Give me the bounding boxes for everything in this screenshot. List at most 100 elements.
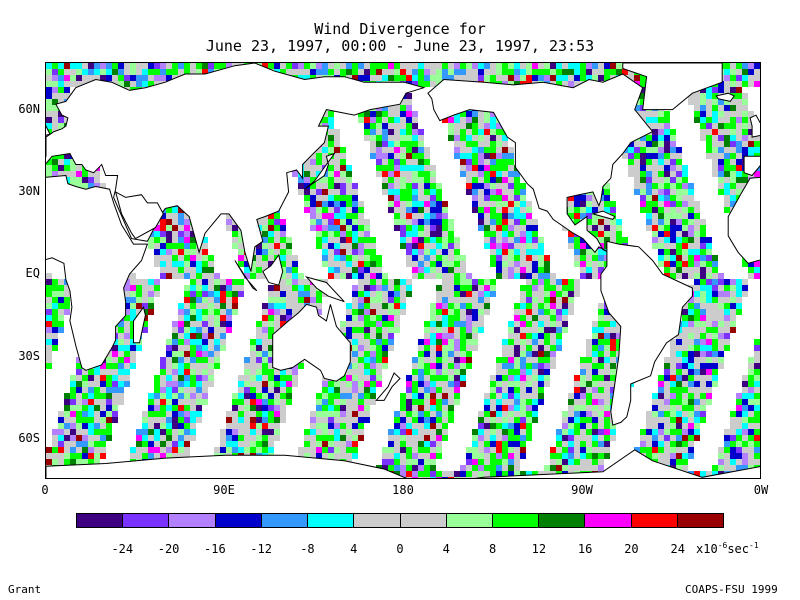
- swath-pixel: [346, 405, 352, 411]
- swath-pixel: [466, 291, 472, 297]
- swath-pixel: [592, 399, 598, 405]
- swath-pixel: [328, 381, 334, 387]
- swath-pixel: [568, 195, 574, 201]
- swath-pixel: [688, 399, 694, 405]
- swath-pixel: [172, 363, 178, 369]
- swath-pixel: [184, 351, 190, 357]
- swath-pixel: [592, 213, 598, 219]
- swath-pixel: [730, 105, 736, 111]
- swath-pixel: [664, 369, 670, 375]
- swath-pixel: [736, 111, 742, 117]
- swath-pixel: [100, 393, 106, 399]
- swath-pixel: [382, 177, 388, 183]
- swath-pixel: [454, 297, 460, 303]
- swath-pixel: [490, 393, 496, 399]
- swath-pixel: [364, 291, 370, 297]
- swath-pixel: [742, 177, 748, 183]
- swath-pixel: [262, 369, 268, 375]
- swath-pixel: [268, 411, 274, 417]
- swath-pixel: [364, 243, 370, 249]
- swath-pixel: [46, 75, 52, 81]
- swath-pixel: [406, 123, 412, 129]
- swath-pixel: [232, 243, 238, 249]
- swath-pixel: [226, 321, 232, 327]
- swath-pixel: [340, 195, 346, 201]
- swath-pixel: [178, 309, 184, 315]
- swath-pixel: [574, 207, 580, 213]
- swath-pixel: [322, 207, 328, 213]
- swath-pixel: [682, 255, 688, 261]
- swath-pixel: [202, 291, 208, 297]
- swath-pixel: [424, 63, 430, 69]
- swath-pixel: [400, 99, 406, 105]
- swath-pixel: [568, 279, 574, 285]
- swath-pixel: [592, 363, 598, 369]
- swath-pixel: [718, 345, 724, 351]
- swath-pixel: [394, 105, 400, 111]
- swath-pixel: [358, 327, 364, 333]
- swath-pixel: [490, 249, 496, 255]
- swath-pixel: [82, 387, 88, 393]
- swath-pixel: [130, 69, 136, 75]
- swath-pixel: [520, 267, 526, 273]
- swath-pixel: [352, 75, 358, 81]
- swath-pixel: [472, 201, 478, 207]
- swath-pixel: [388, 129, 394, 135]
- swath-pixel: [562, 279, 568, 285]
- swath-pixel: [562, 411, 568, 417]
- swath-pixel: [652, 231, 658, 237]
- swath-pixel: [334, 207, 340, 213]
- swath-pixel: [454, 315, 460, 321]
- swath-pixel: [640, 111, 646, 117]
- swath-pixel: [382, 159, 388, 165]
- swath-pixel: [376, 279, 382, 285]
- swath-pixel: [658, 249, 664, 255]
- swath-pixel: [658, 117, 664, 123]
- swath-pixel: [406, 285, 412, 291]
- swath-pixel: [370, 297, 376, 303]
- swath-pixel: [394, 63, 400, 69]
- swath-pixel: [394, 297, 400, 303]
- swath-pixel: [466, 135, 472, 141]
- swath-pixel: [262, 387, 268, 393]
- swath-pixel: [706, 261, 712, 267]
- swath-pixel: [514, 177, 520, 183]
- swath-pixel: [610, 357, 616, 363]
- swath-pixel: [310, 183, 316, 189]
- swath-pixel: [712, 327, 718, 333]
- swath-pixel: [322, 159, 328, 165]
- swath-pixel: [418, 195, 424, 201]
- swath-pixel: [478, 225, 484, 231]
- swath-pixel: [286, 315, 292, 321]
- swath-pixel: [292, 369, 298, 375]
- swath-pixel: [442, 339, 448, 345]
- swath-pixel: [64, 63, 70, 69]
- swath-pixel: [394, 321, 400, 327]
- swath-pixel: [688, 99, 694, 105]
- swath-pixel: [70, 393, 76, 399]
- swath-pixel: [406, 405, 412, 411]
- swath-pixel: [472, 129, 478, 135]
- swath-pixel: [256, 321, 262, 327]
- swath-pixel: [76, 165, 82, 171]
- swath-pixel: [310, 171, 316, 177]
- swath-pixel: [520, 339, 526, 345]
- swath-pixel: [154, 237, 160, 243]
- swath-pixel: [436, 375, 442, 381]
- swath-pixel: [400, 297, 406, 303]
- swath-pixel: [712, 129, 718, 135]
- swath-pixel: [316, 213, 322, 219]
- swath-pixel: [376, 171, 382, 177]
- swath-pixel: [322, 399, 328, 405]
- swath-pixel: [76, 381, 82, 387]
- swath-pixel: [520, 327, 526, 333]
- swath-pixel: [532, 261, 538, 267]
- swath-pixel: [430, 351, 436, 357]
- swath-pixel: [268, 369, 274, 375]
- swath-pixel: [46, 315, 52, 321]
- swath-pixel: [334, 387, 340, 393]
- swath-pixel: [274, 381, 280, 387]
- swath-pixel: [100, 405, 106, 411]
- swath-pixel: [706, 315, 712, 321]
- swath-pixel: [742, 375, 748, 381]
